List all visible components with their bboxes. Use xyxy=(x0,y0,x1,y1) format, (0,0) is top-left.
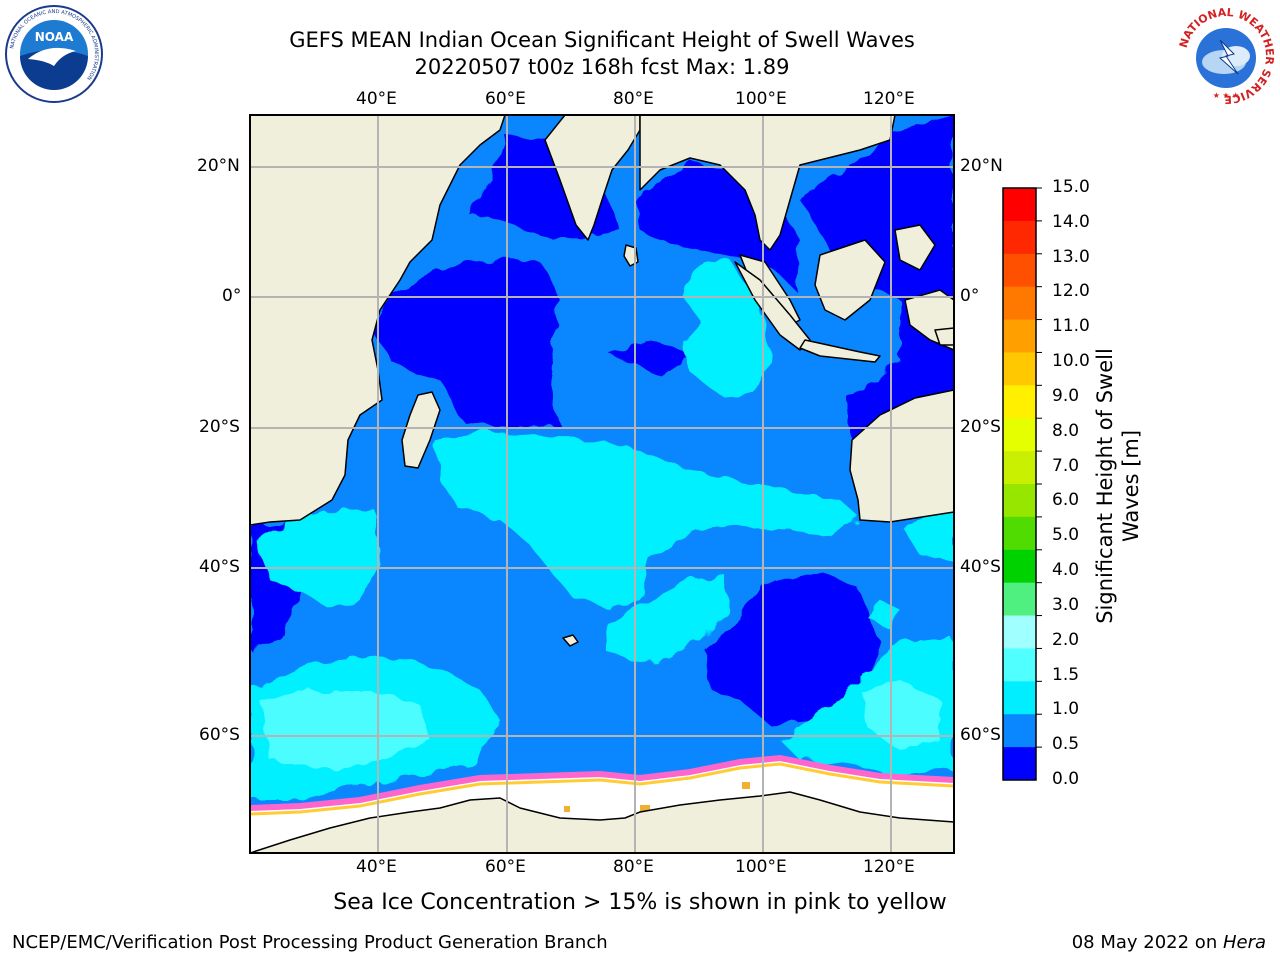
higher-swell-patches xyxy=(260,680,940,770)
lat-label-left: 40°S xyxy=(199,557,240,577)
sea-ice-note: Sea Ice Concentration > 15% is shown in … xyxy=(333,890,947,915)
colorbar-segment xyxy=(1003,253,1036,288)
lat-label-right: 20°N xyxy=(960,156,1003,176)
colorbar-segment xyxy=(1003,648,1036,682)
lat-label-right: 60°S xyxy=(960,725,1001,745)
lon-label-bottom: 40°E xyxy=(356,857,397,877)
colorbar-title: Significant Height of Swell Waves [m] xyxy=(1093,348,1143,624)
colorbar-segment xyxy=(1003,516,1036,551)
lon-label-bottom: 80°E xyxy=(613,857,654,877)
sea-ice-edge-yellow xyxy=(250,762,954,816)
colorbar-segment xyxy=(1003,418,1036,452)
colorbar-segment xyxy=(1003,286,1036,321)
colorbar-segment xyxy=(1003,319,1036,353)
colorbar-segment xyxy=(1003,385,1036,419)
colorbar-tick-label: 15.0 xyxy=(1052,177,1090,197)
lon-label-top: 60°E xyxy=(485,89,526,109)
colorbar-segment xyxy=(1003,549,1036,584)
colorbar-segment xyxy=(1003,615,1036,649)
svg-text:★ ★ ★: ★ ★ ★ xyxy=(1213,91,1240,100)
colorbar-segment xyxy=(1003,188,1036,222)
footer-credit: NCEP/EMC/Verification Post Processing Pr… xyxy=(12,932,608,953)
colorbar-segment xyxy=(1003,681,1036,715)
colorbar-tick-label: 8.0 xyxy=(1052,420,1080,441)
nws-logo: NATIONAL WEATHER SERVICE ★ ★ ★ xyxy=(1177,6,1276,106)
lon-label-top: 100°E xyxy=(735,89,787,109)
lon-label-top: 40°E xyxy=(356,89,397,109)
colorbar xyxy=(1003,187,1042,781)
svg-text:NOAA: NOAA xyxy=(35,30,74,44)
grid xyxy=(250,115,954,853)
lat-label-right: 0° xyxy=(960,286,980,306)
colorbar-tick-label: 4.0 xyxy=(1052,560,1080,581)
lon-label-bottom: 120°E xyxy=(863,857,915,877)
lat-label-right: 40°S xyxy=(960,557,1001,577)
colorbar-tick-label: 7.0 xyxy=(1052,455,1080,476)
colorbar-segment xyxy=(1003,352,1036,386)
colorbar-tick-label: 2.0 xyxy=(1052,629,1080,650)
chart-subtitle: 20220507 t00z 168h fcst Max: 1.89 xyxy=(414,55,790,79)
colorbar-tick-label: 12.0 xyxy=(1052,281,1090,302)
lon-label-bottom: 60°E xyxy=(485,857,526,877)
colorbar-segment xyxy=(1003,484,1036,518)
colorbar-tick-label: 11.0 xyxy=(1052,316,1090,337)
footer-date: 08 May 2022 on Hera xyxy=(1071,932,1266,953)
colorbar-segment xyxy=(1003,714,1036,748)
colorbar-tick-label: 14.0 xyxy=(1052,211,1090,232)
colorbar-tick-label: 1.0 xyxy=(1052,699,1080,720)
colorbar-segment xyxy=(1003,451,1036,485)
colorbar-frame xyxy=(1002,187,1037,781)
colorbar-tick-label: 6.0 xyxy=(1052,490,1080,511)
map-frame xyxy=(249,114,955,854)
colorbar-tick-label: 5.0 xyxy=(1052,525,1080,546)
noaa-logo: NATIONAL OCEANIC AND ATMOSPHERIC ADMINIS… xyxy=(5,5,103,103)
colorbar-segment xyxy=(1003,747,1036,781)
colorbar-tick-label: 0.0 xyxy=(1052,769,1080,789)
lon-label-top: 80°E xyxy=(613,89,654,109)
colorbar-tick-label: 3.0 xyxy=(1052,594,1080,615)
lon-label-top: 120°E xyxy=(863,89,915,109)
lon-label-bottom: 100°E xyxy=(735,857,787,877)
lat-label-right: 20°S xyxy=(960,417,1001,437)
colorbar-tick-label: 13.0 xyxy=(1052,246,1090,267)
colorbar-tick-label: 10.0 xyxy=(1052,351,1090,372)
colorbar-tick-label: 0.5 xyxy=(1052,734,1080,755)
lat-label-left: 20°S xyxy=(199,417,240,437)
chart-title: GEFS MEAN Indian Ocean Significant Heigh… xyxy=(289,28,915,52)
land-masses xyxy=(250,115,954,853)
colorbar-tick-label: 9.0 xyxy=(1052,385,1080,406)
lat-label-left: 0° xyxy=(222,286,242,306)
colorbar-segment xyxy=(1003,582,1036,617)
sea-ice-edge-pink xyxy=(250,754,954,811)
colorbar-segment xyxy=(1003,220,1036,255)
lat-label-left: 60°S xyxy=(199,725,240,745)
colorbar-tick-label: 1.5 xyxy=(1052,664,1080,685)
lat-label-left: 20°N xyxy=(197,156,240,176)
